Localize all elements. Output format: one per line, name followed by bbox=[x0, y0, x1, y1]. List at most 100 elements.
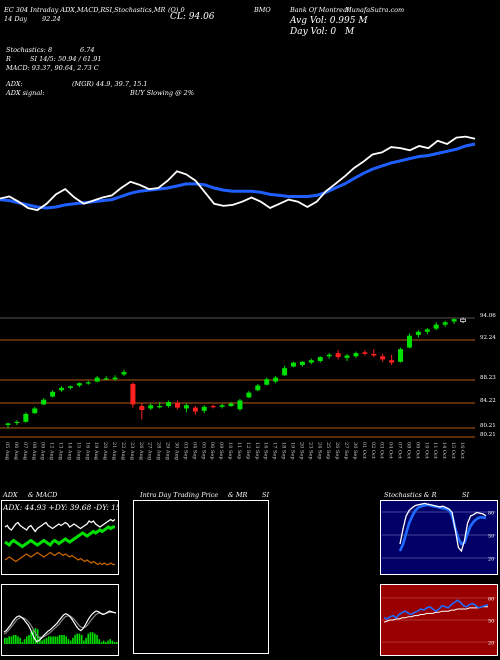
candle-body bbox=[380, 356, 386, 360]
adx-signal-value: BUY Slowing @ 2% bbox=[130, 89, 194, 97]
date-label: 15 Aug bbox=[75, 442, 81, 461]
price-level-label: 94.06 bbox=[480, 313, 496, 319]
date-label: 28 Aug bbox=[156, 442, 162, 461]
header-site: MunafaSutra.com bbox=[345, 6, 405, 14]
price-level-label: 88.23 bbox=[480, 375, 496, 381]
stochastics-panel: 80 50 20 bbox=[380, 500, 498, 575]
candle-body bbox=[219, 405, 225, 407]
macd-histogram-bar bbox=[6, 637, 8, 644]
stoch-label: Stochastics: 8 bbox=[6, 46, 53, 54]
macd-histogram-bar bbox=[61, 635, 63, 644]
candle-body bbox=[175, 402, 181, 408]
macd-histogram-bar bbox=[85, 637, 87, 644]
date-label: 09 Aug bbox=[40, 442, 46, 461]
macd-histogram-bar bbox=[23, 639, 26, 644]
candle-body bbox=[76, 383, 82, 386]
stochastics-lines bbox=[398, 502, 487, 553]
candle-body bbox=[112, 377, 118, 380]
candle-body bbox=[228, 403, 234, 407]
adx-line bbox=[4, 518, 116, 533]
stochastics-level-label: 80 bbox=[488, 511, 494, 517]
candle-body bbox=[183, 405, 189, 409]
candle-body bbox=[424, 329, 430, 332]
date-label: 18 Sep bbox=[281, 442, 287, 460]
date-label: 20 Aug bbox=[102, 442, 108, 461]
rsi-line bbox=[383, 599, 489, 620]
macd-histogram-bar bbox=[98, 639, 101, 644]
adx-value: (MGR) 44.9, 39.7, 15.1 bbox=[72, 80, 148, 88]
candle-body bbox=[41, 399, 47, 405]
date-label: 20 Sep bbox=[298, 442, 304, 460]
rsi-level-label: 80 bbox=[488, 597, 494, 603]
intraday-panel-title: Intra Day Trading Price bbox=[140, 491, 219, 499]
date-label: 12 Sep bbox=[245, 442, 251, 460]
date-label: 02 Oct bbox=[370, 442, 376, 459]
intraday-panel-title-3: SI bbox=[262, 491, 270, 499]
stochastics-d-line bbox=[398, 503, 487, 552]
candle-body bbox=[299, 361, 305, 365]
candle-body bbox=[389, 360, 395, 363]
candle-body bbox=[157, 406, 163, 408]
date-label: 11 Sep bbox=[236, 442, 242, 460]
candle-body bbox=[201, 406, 207, 411]
rsi-value: SI 14/5: 50.94 / 61.91 bbox=[30, 55, 102, 63]
rsi-label: R bbox=[6, 55, 11, 63]
header-date-label: 14 Day bbox=[4, 15, 28, 23]
candle-body bbox=[344, 355, 350, 358]
adx-label: ADX: bbox=[6, 80, 23, 88]
stochastics-k-line bbox=[399, 502, 487, 553]
date-axis: 05 Aug 06 Aug 07 Aug 08 Aug 09 Aug 12 Aug 13 A… bbox=[4, 442, 465, 461]
macd-histogram-bar bbox=[80, 635, 83, 644]
date-label: 13 Aug bbox=[58, 442, 64, 461]
date-label: 25 Sep bbox=[325, 442, 331, 460]
candle-body bbox=[121, 372, 127, 375]
candle-body bbox=[460, 318, 466, 322]
date-label: 08 Oct bbox=[406, 442, 412, 459]
date-label: 11 Oct bbox=[432, 442, 438, 459]
price-line bbox=[0, 135, 476, 212]
macd-panel bbox=[1, 584, 119, 656]
macd-line bbox=[3, 610, 117, 643]
stoch-panel-title-2: SI bbox=[462, 491, 470, 499]
intraday-panel-title-2: & MR bbox=[228, 491, 248, 499]
candle-body bbox=[335, 353, 341, 358]
rsi-level-label: 50 bbox=[488, 619, 494, 625]
macd-histogram-bar bbox=[10, 636, 13, 644]
macd-histogram-bar bbox=[47, 636, 50, 644]
date-label: 29 Aug bbox=[165, 442, 171, 461]
macd-histogram-bar bbox=[83, 640, 85, 644]
adx-panel-title: ADX bbox=[3, 491, 18, 499]
date-label: 10 Oct bbox=[423, 442, 429, 459]
price-level-lines: 94.06 92.24 88.23 84.22 80.21 80.21 bbox=[0, 313, 496, 438]
macd-histogram-bar bbox=[58, 635, 61, 644]
candle-body bbox=[406, 335, 412, 348]
header-close-label: CL: 94.06 bbox=[170, 12, 215, 22]
date-label: 06 Sep bbox=[209, 442, 215, 460]
date-label: 21 Aug bbox=[111, 442, 117, 461]
macd-histogram-bar bbox=[65, 636, 68, 644]
candle-body bbox=[282, 368, 288, 376]
date-label: 17 Sep bbox=[272, 442, 278, 460]
candle-body bbox=[433, 324, 439, 329]
macd-histogram-bar bbox=[50, 636, 52, 644]
date-label: 05 Sep bbox=[200, 442, 206, 460]
candle-body bbox=[32, 408, 38, 414]
candle-body bbox=[23, 413, 29, 422]
date-label: 04 Oct bbox=[388, 442, 394, 459]
price-ma-lines bbox=[0, 135, 476, 212]
candle-body bbox=[353, 353, 359, 357]
macd-histogram-bar bbox=[56, 636, 59, 644]
macd-histogram-bar bbox=[78, 633, 81, 644]
candle-body bbox=[139, 406, 145, 410]
macd-histogram-bar bbox=[54, 636, 57, 644]
date-label: 23 Sep bbox=[307, 442, 313, 460]
macd-histogram-bar bbox=[91, 632, 94, 644]
macd-histogram-bar bbox=[12, 635, 15, 644]
macd-label: MACD: 93.37, 90.64, 2.73 C bbox=[6, 64, 99, 72]
price-level-label: 92.24 bbox=[480, 335, 496, 341]
candle-body bbox=[210, 406, 216, 408]
date-label: 30 Sep bbox=[352, 442, 358, 460]
candle-body bbox=[246, 392, 252, 398]
header-day-vol-unit: M bbox=[345, 27, 355, 37]
candle-body bbox=[415, 331, 421, 335]
